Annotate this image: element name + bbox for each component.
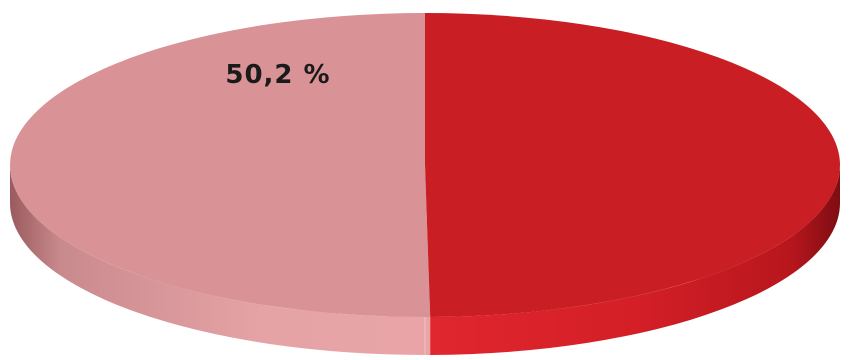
- pie-slice-1: [9, 13, 431, 318]
- pie-slice-2: [425, 13, 840, 317]
- slice-labels: 50,2 %: [225, 60, 330, 90]
- pie-slice-side-2: [430, 165, 840, 355]
- pie-slice-side-1: [10, 165, 431, 355]
- pie-slices: [9, 13, 840, 355]
- slice-label-1: 50,2 %: [225, 60, 330, 90]
